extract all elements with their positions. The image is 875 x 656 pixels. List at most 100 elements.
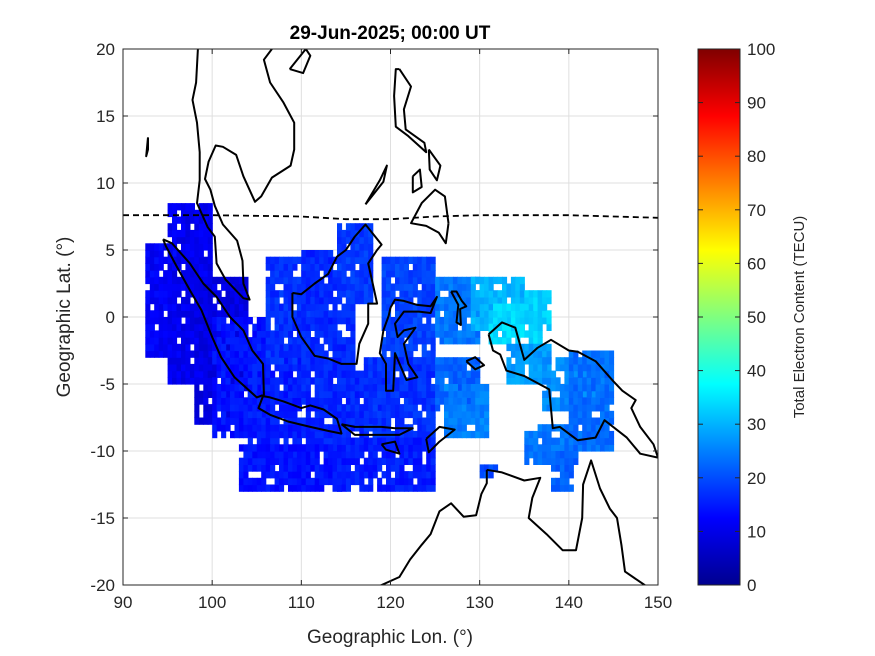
- tec-cell: [283, 283, 289, 291]
- tec-cell: [319, 256, 325, 264]
- tec-cell: [345, 363, 351, 372]
- tec-cell: [542, 390, 548, 398]
- tec-cell: [292, 417, 298, 425]
- tec-cell: [158, 303, 164, 311]
- tec-cell: [408, 377, 414, 385]
- tec-cell: [493, 310, 499, 318]
- tec-cell: [194, 404, 200, 412]
- tec-cell: [421, 430, 427, 439]
- tec-cell: [559, 464, 565, 472]
- tec-cell: [319, 330, 325, 338]
- tec-cell: [444, 363, 450, 372]
- tec-cell: [274, 377, 280, 385]
- tec-cell: [207, 276, 213, 285]
- tec-cell: [341, 363, 347, 372]
- tec-cell: [412, 303, 418, 311]
- tec-cell: [154, 303, 160, 311]
- tec-cell: [542, 310, 548, 318]
- tec-cell: [457, 377, 463, 385]
- tec-cell: [167, 350, 173, 358]
- tec-cell: [154, 276, 160, 285]
- tec-cell: [310, 263, 316, 271]
- tec-cell: [238, 457, 244, 465]
- tec-cell: [363, 417, 369, 425]
- tec-cell: [426, 350, 432, 358]
- tec-cell: [354, 471, 360, 479]
- tec-cell: [345, 430, 351, 439]
- tec-cell: [546, 363, 552, 372]
- tec-cell: [461, 276, 467, 285]
- tec-cell: [221, 377, 227, 385]
- tec-cell: [230, 323, 236, 331]
- tec-cell: [301, 430, 307, 439]
- tec-cell: [577, 404, 583, 412]
- tec-cell: [283, 410, 289, 419]
- tec-cell: [221, 397, 227, 405]
- x-tick-label-5: 140: [555, 593, 583, 612]
- tec-cell: [154, 250, 160, 258]
- tec-cell: [238, 484, 244, 492]
- tec-cell: [559, 444, 565, 452]
- tec-cell: [319, 310, 325, 318]
- tec-cell: [207, 209, 213, 218]
- tec-cell: [452, 357, 458, 365]
- tec-cell: [305, 410, 311, 419]
- tec-cell: [421, 270, 427, 278]
- tec-cell: [328, 283, 334, 291]
- tec-cell: [212, 283, 218, 291]
- tec-cell: [323, 451, 329, 459]
- tec-cell: [270, 430, 276, 439]
- tec-cell: [288, 276, 294, 285]
- tec-cell: [399, 337, 405, 345]
- tec-cell: [305, 444, 311, 452]
- tec-cell: [288, 370, 294, 378]
- tec-cell: [452, 410, 458, 419]
- tec-cell: [573, 451, 579, 459]
- tec-cell: [149, 343, 155, 352]
- tec-cell: [323, 330, 329, 338]
- tec-cell: [292, 397, 298, 405]
- tec-cell: [372, 457, 378, 465]
- tec-cell: [448, 430, 454, 439]
- tec-cell: [350, 229, 356, 238]
- tec-cell: [470, 303, 476, 311]
- tec-cell: [506, 290, 512, 298]
- tec-cell: [158, 317, 164, 325]
- tec-cell: [609, 410, 615, 419]
- tec-cell: [399, 350, 405, 358]
- tec-cell: [167, 323, 173, 331]
- tec-cell: [568, 363, 574, 372]
- tec-cell: [296, 390, 302, 398]
- tec-cell: [417, 317, 423, 325]
- tec-cell: [510, 317, 516, 325]
- tec-cell: [337, 263, 343, 271]
- tec-cell: [194, 410, 200, 419]
- tec-cell: [194, 256, 200, 264]
- tec-cell: [341, 484, 347, 492]
- tec-cell: [301, 310, 307, 318]
- tec-cell: [256, 323, 262, 331]
- tec-cell: [510, 283, 516, 291]
- tec-cell: [444, 384, 450, 392]
- tec-cell: [506, 370, 512, 378]
- tec-cell: [332, 337, 338, 345]
- tec-cell: [564, 377, 570, 385]
- tec-cell: [328, 430, 334, 439]
- tec-cell: [167, 276, 173, 285]
- tec-cell: [234, 283, 240, 291]
- tec-cell: [198, 310, 204, 318]
- tec-cell: [345, 310, 351, 318]
- tec-cell: [515, 310, 521, 318]
- tec-cell: [555, 457, 561, 465]
- tec-cell: [448, 290, 454, 298]
- tec-cell: [457, 410, 463, 419]
- tec-region-9: [381, 256, 436, 372]
- tec-cell: [270, 283, 276, 291]
- tec-cell: [216, 404, 222, 412]
- tec-cell: [198, 363, 204, 372]
- tec-cell: [452, 370, 458, 378]
- tec-cell: [305, 276, 311, 285]
- tec-cell: [381, 390, 387, 398]
- tec-cell: [301, 350, 307, 358]
- tec-cell: [421, 390, 427, 398]
